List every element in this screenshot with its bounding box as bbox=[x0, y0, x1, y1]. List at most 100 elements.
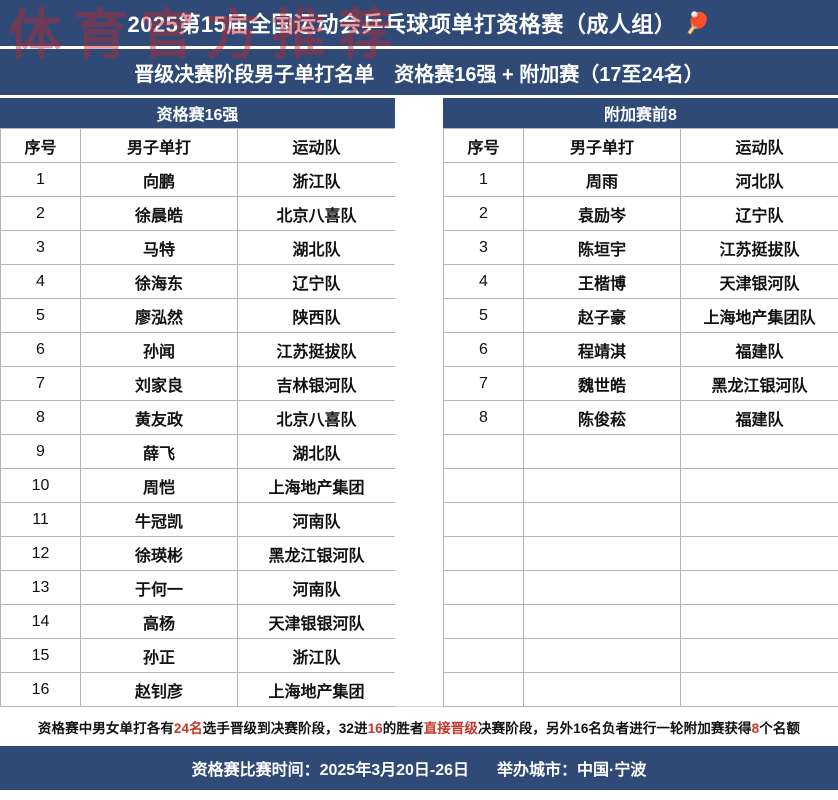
note-highlight: 8 bbox=[751, 720, 760, 736]
cell-empty bbox=[523, 502, 681, 537]
table-header-row: 序号 男子单打 运动队 bbox=[443, 128, 838, 163]
table-row-empty bbox=[443, 570, 838, 605]
table-row: 4 王楷博 天津银河队 bbox=[443, 264, 838, 299]
cell-empty bbox=[680, 604, 838, 639]
table-row: 2 袁励岑 辽宁队 bbox=[443, 196, 838, 231]
cell-empty bbox=[523, 434, 681, 469]
note-segment: 选手晋级到决赛阶段，32进 bbox=[202, 720, 368, 736]
cell-name: 赵钊彦 bbox=[80, 672, 238, 707]
table-row: 6 孙闻 江苏挺拔队 bbox=[0, 332, 396, 367]
cell-no: 8 bbox=[0, 400, 81, 435]
cell-team: 北京八喜队 bbox=[237, 196, 396, 231]
column-header-team: 运动队 bbox=[680, 128, 838, 163]
cell-team: 上海地产集团 bbox=[237, 468, 396, 503]
cell-team: 福建队 bbox=[680, 400, 838, 435]
note-highlight: 24名 bbox=[173, 720, 203, 736]
cell-name: 程靖淇 bbox=[523, 332, 681, 367]
right-table-caption: 附加赛前8 bbox=[443, 98, 838, 128]
cell-team: 上海地产集团队 bbox=[680, 298, 838, 333]
cell-name: 薛飞 bbox=[80, 434, 238, 469]
cell-name: 周雨 bbox=[523, 162, 681, 197]
table-row: 14 高杨 天津银银河队 bbox=[0, 604, 396, 639]
cell-name: 向鹏 bbox=[80, 162, 238, 197]
cell-name: 高杨 bbox=[80, 604, 238, 639]
table-row: 13 于何一 河南队 bbox=[0, 570, 396, 605]
note-highlight: 直接晋级 bbox=[423, 720, 479, 736]
playoff-top8-table: 序号 男子单打 运动队 1 周雨 河北队 2 袁励岑 辽宁队 3 陈垣宇 江苏挺拔队 4 王楷博 天津… bbox=[443, 128, 838, 707]
cell-team: 江苏挺拔队 bbox=[680, 230, 838, 265]
cell-team: 浙江队 bbox=[237, 638, 396, 673]
cell-name: 袁励岑 bbox=[523, 196, 681, 231]
cell-no: 12 bbox=[0, 536, 81, 571]
competition-date: 资格赛比赛时间：2025年3月20日-26日 bbox=[191, 762, 470, 779]
cell-no: 13 bbox=[0, 570, 81, 605]
qualifier-top16-table: 序号 男子单打 运动队 1 向鹏 浙江队 2 徐晨皓 北京八喜队 3 马特 湖北队 4 徐海东 辽宁队… bbox=[0, 128, 396, 707]
cell-no: 11 bbox=[0, 502, 81, 537]
cell-no: 1 bbox=[443, 162, 524, 197]
table-row: 8 陈俊菘 福建队 bbox=[443, 400, 838, 435]
cell-name: 王楷博 bbox=[523, 264, 681, 299]
tables-container: 资格赛16强 序号 男子单打 运动队 1 向鹏 浙江队 2 徐晨皓 北京八喜队 3 马特 湖北队… bbox=[0, 98, 838, 707]
table-row: 8 黄友政 北京八喜队 bbox=[0, 400, 396, 435]
cell-name: 陈垣宇 bbox=[523, 230, 681, 265]
column-header-name: 男子单打 bbox=[523, 128, 681, 163]
cell-empty bbox=[680, 638, 838, 673]
cell-empty bbox=[523, 638, 681, 673]
column-header-team: 运动队 bbox=[237, 128, 396, 163]
cell-name: 黄友政 bbox=[80, 400, 238, 435]
table-row: 1 向鹏 浙江队 bbox=[0, 162, 396, 197]
cell-team: 吉林银河队 bbox=[237, 366, 396, 401]
table-row-empty bbox=[443, 536, 838, 571]
cell-empty bbox=[523, 672, 681, 707]
cell-no: 5 bbox=[0, 298, 81, 333]
cell-team: 黑龙江银河队 bbox=[237, 536, 396, 571]
cell-name: 陈俊菘 bbox=[523, 400, 681, 435]
cell-name: 徐瑛彬 bbox=[80, 536, 238, 571]
cell-team: 福建队 bbox=[680, 332, 838, 367]
cell-name: 徐晨皓 bbox=[80, 196, 238, 231]
host-city: 举办城市：中国·宁波 bbox=[497, 762, 647, 779]
cell-name: 刘家良 bbox=[80, 366, 238, 401]
cell-no: 5 bbox=[443, 298, 524, 333]
cell-empty bbox=[680, 502, 838, 537]
cell-name: 周恺 bbox=[80, 468, 238, 503]
column-header-no: 序号 bbox=[0, 128, 81, 163]
cell-name: 魏世皓 bbox=[523, 366, 681, 401]
cell-no: 2 bbox=[0, 196, 81, 231]
page-title: 2025第15届全国运动会乒乓球项单打资格赛（成人组） bbox=[127, 12, 677, 37]
cell-empty bbox=[680, 468, 838, 503]
cell-no: 3 bbox=[443, 230, 524, 265]
note-segment: 的胜者 bbox=[382, 720, 424, 736]
table-row: 7 魏世皓 黑龙江银河队 bbox=[443, 366, 838, 401]
cell-empty bbox=[523, 468, 681, 503]
cell-no: 8 bbox=[443, 400, 524, 435]
cell-no: 6 bbox=[443, 332, 524, 367]
cell-team: 上海地产集团 bbox=[237, 672, 396, 707]
cell-empty bbox=[523, 604, 681, 639]
divider-rule-2 bbox=[0, 95, 838, 98]
cell-team: 黑龙江银河队 bbox=[680, 366, 838, 401]
cell-empty bbox=[443, 570, 524, 605]
cell-no: 4 bbox=[0, 264, 81, 299]
column-gap bbox=[395, 98, 443, 706]
table-row: 16 赵钊彦 上海地产集团 bbox=[0, 672, 396, 707]
divider-rule bbox=[0, 46, 838, 49]
cell-empty bbox=[443, 672, 524, 707]
cell-empty bbox=[443, 434, 524, 469]
cell-empty bbox=[443, 502, 524, 537]
cell-no: 3 bbox=[0, 230, 81, 265]
cell-empty bbox=[680, 570, 838, 605]
cell-team: 北京八喜队 bbox=[237, 400, 396, 435]
cell-name: 廖泓然 bbox=[80, 298, 238, 333]
cell-name: 孙闻 bbox=[80, 332, 238, 367]
ping-pong-paddle-icon: 🏓 bbox=[684, 11, 711, 35]
table-row: 11 牛冠凯 河南队 bbox=[0, 502, 396, 537]
cell-team: 天津银河队 bbox=[680, 264, 838, 299]
cell-no: 9 bbox=[0, 434, 81, 469]
table-row-empty bbox=[443, 502, 838, 537]
table-row: 1 周雨 河北队 bbox=[443, 162, 838, 197]
table-row: 5 赵子豪 上海地产集团队 bbox=[443, 298, 838, 333]
table-row-empty bbox=[443, 604, 838, 639]
title-band: 2025第15届全国运动会乒乓球项单打资格赛（成人组） 🏓 bbox=[0, 0, 838, 46]
table-row: 2 徐晨皓 北京八喜队 bbox=[0, 196, 396, 231]
